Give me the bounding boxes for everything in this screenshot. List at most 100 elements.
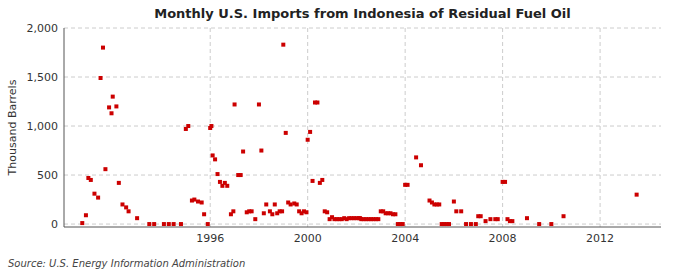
point xyxy=(454,209,458,213)
point xyxy=(304,210,308,214)
point xyxy=(496,217,500,221)
point xyxy=(264,202,268,206)
point xyxy=(120,202,124,206)
point xyxy=(401,222,405,226)
point xyxy=(89,178,93,182)
point xyxy=(503,180,507,184)
point xyxy=(241,150,245,154)
point xyxy=(202,212,206,216)
tick-label: 500 xyxy=(37,169,58,182)
point xyxy=(172,222,176,226)
tick-label: 1996 xyxy=(196,232,224,245)
point xyxy=(103,167,107,171)
chart: 05001,0001,5002,00019962000200420082012M… xyxy=(0,0,675,275)
point xyxy=(325,210,329,214)
point xyxy=(152,222,156,226)
point xyxy=(537,222,541,226)
grid-line xyxy=(307,28,308,227)
source: Source: U.S. Energy Information Administ… xyxy=(8,258,245,269)
point xyxy=(206,222,210,226)
point xyxy=(114,104,118,108)
point xyxy=(308,130,312,134)
point xyxy=(549,222,553,226)
point xyxy=(289,202,293,206)
point xyxy=(92,192,96,196)
grid-line xyxy=(64,126,661,127)
point xyxy=(135,216,139,220)
point xyxy=(635,193,639,197)
point xyxy=(84,213,88,217)
point xyxy=(510,219,514,223)
point xyxy=(101,46,105,50)
tick-label: 1,500 xyxy=(27,71,59,84)
tick-label: 2012 xyxy=(586,232,614,245)
tick-label: 2008 xyxy=(489,232,517,245)
point xyxy=(306,138,310,142)
grid-line xyxy=(64,28,661,29)
point xyxy=(127,209,131,213)
grid-line xyxy=(502,28,503,227)
point xyxy=(284,131,288,135)
point xyxy=(200,200,204,204)
points xyxy=(80,43,638,226)
point xyxy=(406,183,410,187)
point xyxy=(99,76,103,80)
point xyxy=(273,202,277,206)
point xyxy=(525,216,529,220)
point xyxy=(437,202,441,206)
point xyxy=(162,222,166,226)
grid-line xyxy=(64,175,661,176)
point xyxy=(376,217,380,221)
point xyxy=(225,184,229,188)
point xyxy=(414,155,418,159)
point xyxy=(474,222,478,226)
point xyxy=(488,217,492,221)
point xyxy=(124,205,128,209)
tick-label: 2000 xyxy=(294,232,322,245)
point xyxy=(419,163,423,167)
point xyxy=(80,221,84,225)
point xyxy=(233,102,237,106)
point xyxy=(250,209,254,213)
point xyxy=(218,180,222,184)
point xyxy=(479,214,483,218)
tick-label: 2004 xyxy=(391,232,419,245)
grid-line xyxy=(405,28,406,227)
point xyxy=(117,181,121,185)
point xyxy=(295,202,299,206)
y-axis-line xyxy=(64,28,65,227)
point xyxy=(186,124,190,128)
point xyxy=(179,222,183,226)
title: Monthly U.S. Imports from Indonesia of R… xyxy=(154,6,571,21)
point xyxy=(459,209,463,213)
tick-label: 1,000 xyxy=(27,120,59,133)
point xyxy=(320,178,324,182)
point xyxy=(192,198,196,202)
point xyxy=(111,95,115,99)
point xyxy=(315,101,319,105)
point xyxy=(257,102,261,106)
point xyxy=(196,200,200,204)
point xyxy=(209,124,213,128)
point xyxy=(311,179,315,183)
point xyxy=(562,214,566,218)
point xyxy=(452,200,456,204)
point xyxy=(280,209,284,213)
tick-label: 2,000 xyxy=(27,22,59,35)
point xyxy=(107,105,111,109)
point xyxy=(484,219,488,223)
point xyxy=(231,209,235,213)
grid-line xyxy=(600,28,601,227)
point xyxy=(464,222,468,226)
point xyxy=(259,149,263,153)
grid-line xyxy=(64,77,661,78)
point xyxy=(270,212,274,216)
point xyxy=(167,222,171,226)
point xyxy=(253,217,257,221)
point xyxy=(393,212,397,216)
point xyxy=(262,211,266,215)
point xyxy=(213,157,217,161)
point xyxy=(239,173,243,177)
x-axis-line xyxy=(64,227,661,228)
point xyxy=(211,153,215,157)
